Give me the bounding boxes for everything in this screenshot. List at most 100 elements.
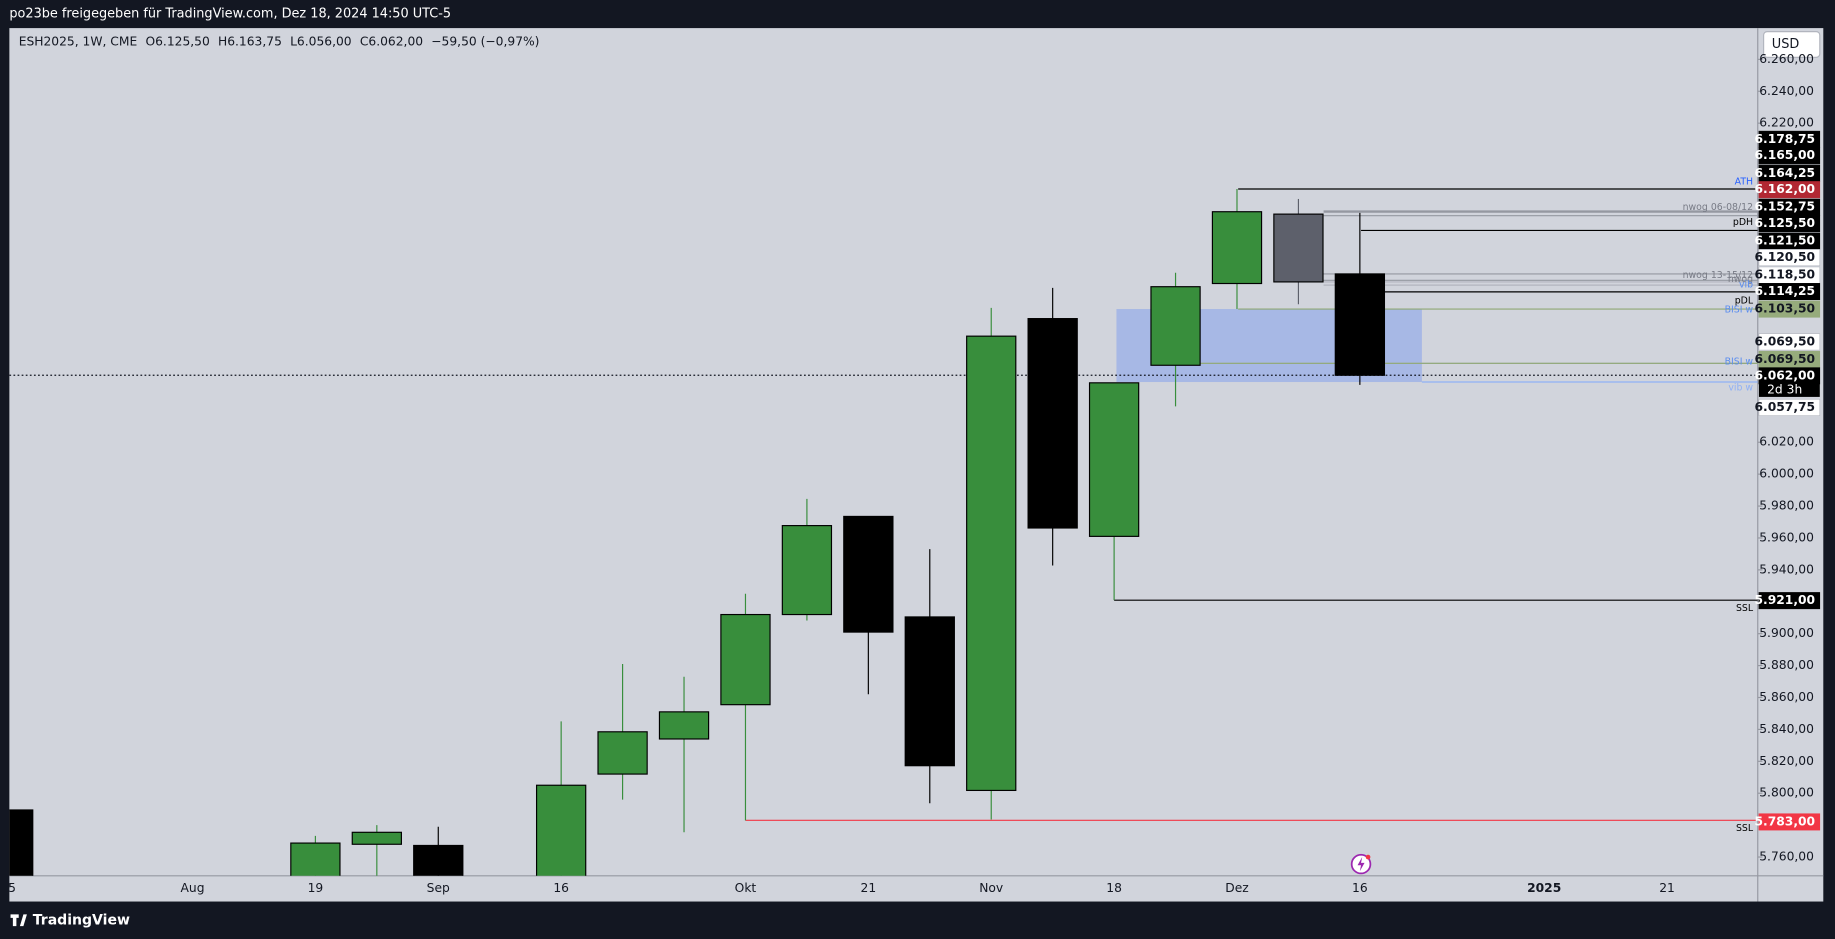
- price-label: 6.125,50: [1755, 216, 1816, 230]
- price-label-box: [1758, 283, 1821, 301]
- candle-body: [904, 616, 955, 767]
- chart-background: [9, 28, 1824, 902]
- price-label-box: [1758, 592, 1821, 610]
- countdown-box: [1758, 381, 1820, 397]
- y-tick-label: 6.020,00: [1759, 435, 1814, 449]
- candle-body: [966, 335, 1017, 792]
- level-note: pDL: [1735, 296, 1754, 307]
- top-bar-text: po23be freigegeben für TradingView.com, …: [9, 7, 451, 22]
- level-note: nwog: [1728, 274, 1753, 285]
- price-label: 5.783,00: [1755, 814, 1816, 828]
- candle-body: [1027, 318, 1078, 529]
- header-text: C6.062,00: [360, 35, 423, 49]
- candle-body: [413, 844, 464, 876]
- x-tick-label: Aug: [181, 881, 205, 895]
- price-label: 6.164,25: [1755, 166, 1816, 180]
- y-tick-label: 6.260,00: [1759, 52, 1814, 66]
- candle-body: [1334, 273, 1386, 376]
- x-tick-label: 16: [1352, 881, 1368, 895]
- price-label: 6.069,50: [1755, 352, 1816, 366]
- price-label-box: [1758, 300, 1821, 318]
- icon-dot[interactable]: [1365, 854, 1371, 860]
- level-note: BISI w: [1725, 305, 1754, 316]
- overlay: ATH 6.178,75 6.165,00 nwog 06-08/12 6.164,25…: [1683, 130, 1821, 834]
- y-tick-label: 5.980,00: [1759, 499, 1814, 513]
- price-label: 5.921,00: [1755, 593, 1816, 607]
- level-note: nwog 13-15/12: [1683, 270, 1754, 281]
- candle-body: [597, 731, 648, 775]
- level-note: vib w: [1728, 382, 1753, 393]
- price-label: 6.057,75: [1755, 400, 1816, 414]
- footer-logo: [10, 914, 27, 927]
- candle-body: [781, 525, 833, 616]
- candle-body: [1211, 211, 1263, 285]
- header-text: −59,50 (−0,97%): [431, 35, 539, 49]
- price-label-box: [1758, 249, 1821, 267]
- header-text: L6.056,00: [290, 35, 352, 49]
- candle-body: [1150, 286, 1201, 366]
- y-tick-label: 5.900,00: [1759, 626, 1814, 640]
- candle-body: [1088, 382, 1140, 537]
- price-label-box: [1758, 398, 1821, 416]
- y-tick-label: 6.220,00: [1759, 116, 1814, 130]
- price-label-box: [1758, 333, 1821, 351]
- candle-body: [351, 831, 402, 845]
- price-label-box: [1758, 215, 1821, 233]
- y-tick-label: 5.960,00: [1759, 530, 1814, 544]
- y-tick-label: 5.800,00: [1759, 786, 1814, 800]
- price-label: 6.118,50: [1755, 268, 1816, 282]
- countdown: 2d 3h: [1767, 382, 1802, 396]
- currency-button-label[interactable]: USD: [1772, 37, 1800, 52]
- price-label: 6.120,50: [1755, 250, 1816, 264]
- level-note: SSL: [1736, 823, 1754, 834]
- level-note: vib: [1739, 280, 1753, 291]
- x-tick-label: 16: [553, 881, 569, 895]
- y-tick-label: 5.760,00: [1759, 850, 1814, 864]
- price-label: 6.114,25: [1755, 284, 1816, 298]
- x-tick-label: 2025: [1527, 881, 1561, 895]
- y-tick-label: 5.880,00: [1759, 658, 1814, 672]
- y-tick-label: 5.860,00: [1759, 690, 1814, 704]
- logo-mark: [10, 914, 27, 927]
- footer-text: TradingView: [33, 912, 130, 928]
- level-note: SSL: [1736, 603, 1754, 614]
- header-text: H6.163,75: [218, 35, 282, 49]
- candle-body: [843, 515, 894, 633]
- candle-body: [290, 842, 341, 876]
- x-tick-label: Dez: [1225, 881, 1248, 895]
- x-tick-label: 18: [1106, 881, 1122, 895]
- currency-button[interactable]: [1763, 31, 1821, 58]
- y-tick-label: 6.240,00: [1759, 84, 1814, 98]
- candle-body: [9, 809, 34, 876]
- candle-body: [1273, 213, 1324, 283]
- header-text: ESH2025, 1W, CME: [19, 35, 138, 49]
- lightning-icon[interactable]: [1350, 853, 1372, 875]
- price-label: 6.165,00: [1755, 148, 1816, 162]
- level-note: BISI w: [1725, 357, 1754, 368]
- candle-body: [535, 784, 587, 876]
- price-label: 6.062,00: [1755, 368, 1816, 382]
- x-tick-label: 21: [1659, 881, 1675, 895]
- price-label: 6.103,50: [1755, 302, 1816, 316]
- level-note: nwog 06-08/12: [1683, 202, 1754, 213]
- x-tick-label: 19: [308, 881, 324, 895]
- candle-body: [720, 613, 771, 706]
- price-label-box: [1758, 181, 1821, 199]
- x-tick-label: 15: [0, 881, 16, 895]
- y-tick-label: 5.840,00: [1759, 722, 1814, 736]
- y-tick-label: 5.820,00: [1759, 754, 1814, 768]
- price-label-box: [1758, 813, 1821, 831]
- y-tick-label: 6.000,00: [1759, 467, 1814, 481]
- icon-bolt[interactable]: [1357, 857, 1365, 872]
- price-label: 6.069,50: [1755, 334, 1816, 348]
- candle-body: [658, 711, 710, 740]
- header-text: O6.125,50: [145, 35, 209, 49]
- x-tick-label: Okt: [735, 881, 757, 895]
- price-label: 6.121,50: [1755, 234, 1816, 248]
- plot-area: [9, 188, 1758, 876]
- level-note: pDH: [1733, 217, 1753, 228]
- x-tick-label: Sep: [427, 881, 450, 895]
- price-label-box: [1758, 147, 1821, 165]
